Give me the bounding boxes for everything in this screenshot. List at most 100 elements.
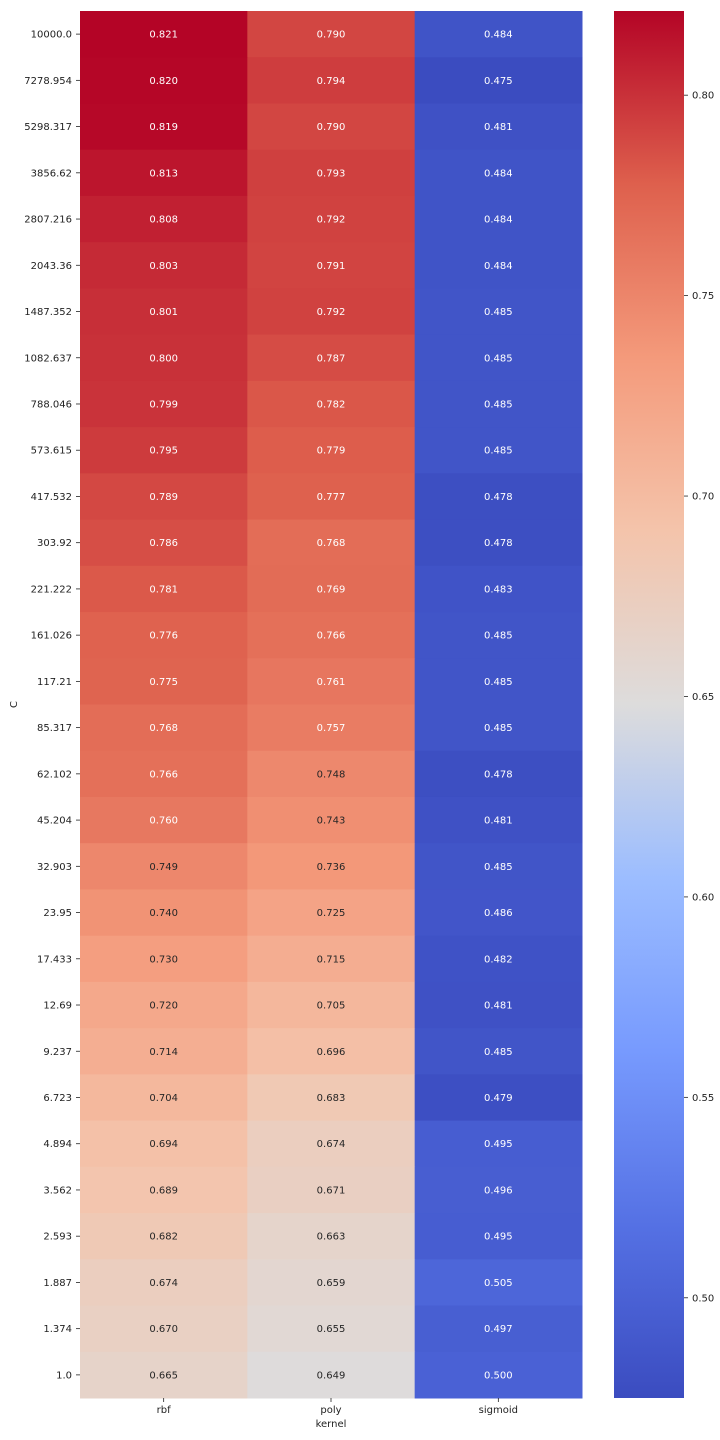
heatmap-cell	[247, 1120, 416, 1168]
cell-value-label: 0.790	[317, 122, 346, 133]
heatmap-cell	[414, 380, 583, 428]
cell-value-label: 0.689	[149, 1185, 178, 1196]
cell-value-label: 0.485	[484, 446, 513, 457]
heatmap-cell	[80, 288, 248, 336]
heatmap-cell	[247, 658, 416, 705]
heatmap-cell	[247, 519, 416, 567]
heatmap-cell	[247, 473, 416, 521]
heatmap-cell	[247, 1213, 416, 1260]
heatmap-cell	[414, 195, 583, 243]
cell-value-label: 0.671	[317, 1185, 346, 1196]
heatmap-cell	[80, 1166, 248, 1214]
y-tick-label: 2043.36	[31, 261, 72, 272]
heatmap-cell	[80, 612, 248, 659]
y-tick-label: 788.046	[31, 399, 72, 410]
heatmap-cell	[414, 750, 583, 798]
y-tick-label: 32.903	[37, 862, 72, 873]
heatmap-cell	[247, 704, 416, 752]
heatmap-cell	[80, 1351, 248, 1399]
cell-value-label: 0.484	[484, 168, 513, 179]
cell-value-label: 0.482	[484, 954, 513, 965]
cell-value-label: 0.478	[484, 538, 513, 549]
cell-value-label: 0.792	[317, 215, 346, 226]
heatmap-cell	[247, 427, 416, 474]
heatmap-cell	[80, 796, 248, 844]
cell-value-label: 0.484	[484, 215, 513, 226]
y-tick-label: 62.102	[37, 769, 72, 780]
y-tick-label: 117.21	[37, 677, 72, 688]
cell-value-label: 0.761	[317, 677, 346, 688]
cell-value-label: 0.655	[317, 1324, 346, 1335]
cell-value-label: 0.485	[484, 631, 513, 642]
heatmap-cell	[247, 1259, 416, 1307]
y-tick-label: 9.237	[43, 1047, 72, 1058]
cell-value-label: 0.683	[317, 1093, 346, 1104]
cell-value-label: 0.481	[484, 122, 513, 133]
cell-value-label: 0.484	[484, 261, 513, 272]
heatmap-cell	[80, 1074, 248, 1122]
heatmap-cell	[414, 519, 583, 567]
heatmap-cell	[414, 242, 583, 289]
heatmap-cell	[414, 1166, 583, 1214]
cell-value-label: 0.505	[484, 1278, 513, 1289]
heatmap-cell	[414, 1120, 583, 1168]
heatmap-cell	[247, 935, 416, 983]
heatmap-cell	[80, 103, 248, 151]
cell-value-label: 0.496	[484, 1185, 513, 1196]
cell-value-label: 0.819	[149, 122, 178, 133]
y-tick-label: 12.69	[43, 1001, 72, 1012]
cell-value-label: 0.659	[317, 1278, 346, 1289]
cell-value-label: 0.485	[484, 677, 513, 688]
cell-value-label: 0.781	[149, 584, 178, 595]
y-tick-label: 1082.637	[24, 353, 72, 364]
heatmap-cell	[414, 981, 583, 1029]
x-tick-label: sigmoid	[479, 1405, 518, 1416]
heatmap-cell	[247, 11, 416, 58]
cell-value-label: 0.665	[149, 1370, 178, 1381]
heatmap-cell	[414, 704, 583, 752]
cell-value-label: 0.485	[484, 307, 513, 318]
heatmap-cell	[80, 427, 248, 474]
heatmap-cell	[414, 889, 583, 937]
heatmap-cell	[414, 612, 583, 659]
colorbar-tick-label: 0.50	[692, 1293, 714, 1304]
heatmap-cell	[414, 473, 583, 521]
x-tick-labels: rbf poly sigmoid	[157, 1398, 518, 1416]
colorbar: 0.50 0.55 0.60 0.65 0.70 0.75 0.80	[614, 11, 714, 1398]
cell-value-label: 0.485	[484, 723, 513, 734]
cell-value-label: 0.725	[317, 908, 346, 919]
heatmap-cell	[80, 11, 248, 58]
x-tick-label: poly	[320, 1405, 341, 1416]
x-axis-label: kernel	[316, 1419, 347, 1430]
y-tick-label: 221.222	[31, 584, 72, 595]
heatmap-cell	[80, 750, 248, 798]
cell-value-label: 0.485	[484, 1047, 513, 1058]
heatmap-cell	[80, 565, 248, 613]
heatmap-cell	[80, 519, 248, 567]
y-tick-label: 10000.0	[31, 30, 72, 41]
heatmap-cell	[414, 565, 583, 613]
y-tick-label: 1.374	[43, 1324, 72, 1335]
heatmap-cell	[414, 935, 583, 983]
heatmap-cell	[414, 288, 583, 336]
heatmap-cell	[414, 658, 583, 705]
cell-value-label: 0.801	[149, 307, 178, 318]
y-tick-label: 3856.62	[31, 168, 72, 179]
cell-value-label: 0.720	[149, 1001, 178, 1012]
heatmap-cell	[414, 1259, 583, 1307]
heatmap-cell	[414, 103, 583, 151]
y-tick-label: 85.317	[37, 723, 72, 734]
cell-value-label: 0.485	[484, 399, 513, 410]
cell-value-label: 0.766	[317, 631, 346, 642]
cell-value-label: 0.478	[484, 769, 513, 780]
cell-value-label: 0.808	[149, 215, 178, 226]
cell-value-label: 0.649	[317, 1370, 346, 1381]
cell-value-label: 0.714	[149, 1047, 178, 1058]
cell-value-label: 0.795	[149, 446, 178, 457]
y-tick-label: 6.723	[43, 1093, 72, 1104]
cell-value-label: 0.682	[149, 1232, 178, 1243]
cell-value-label: 0.670	[149, 1324, 178, 1335]
y-tick-label: 23.95	[43, 908, 72, 919]
heatmap-cell	[80, 981, 248, 1029]
cell-value-label: 0.663	[317, 1232, 346, 1243]
